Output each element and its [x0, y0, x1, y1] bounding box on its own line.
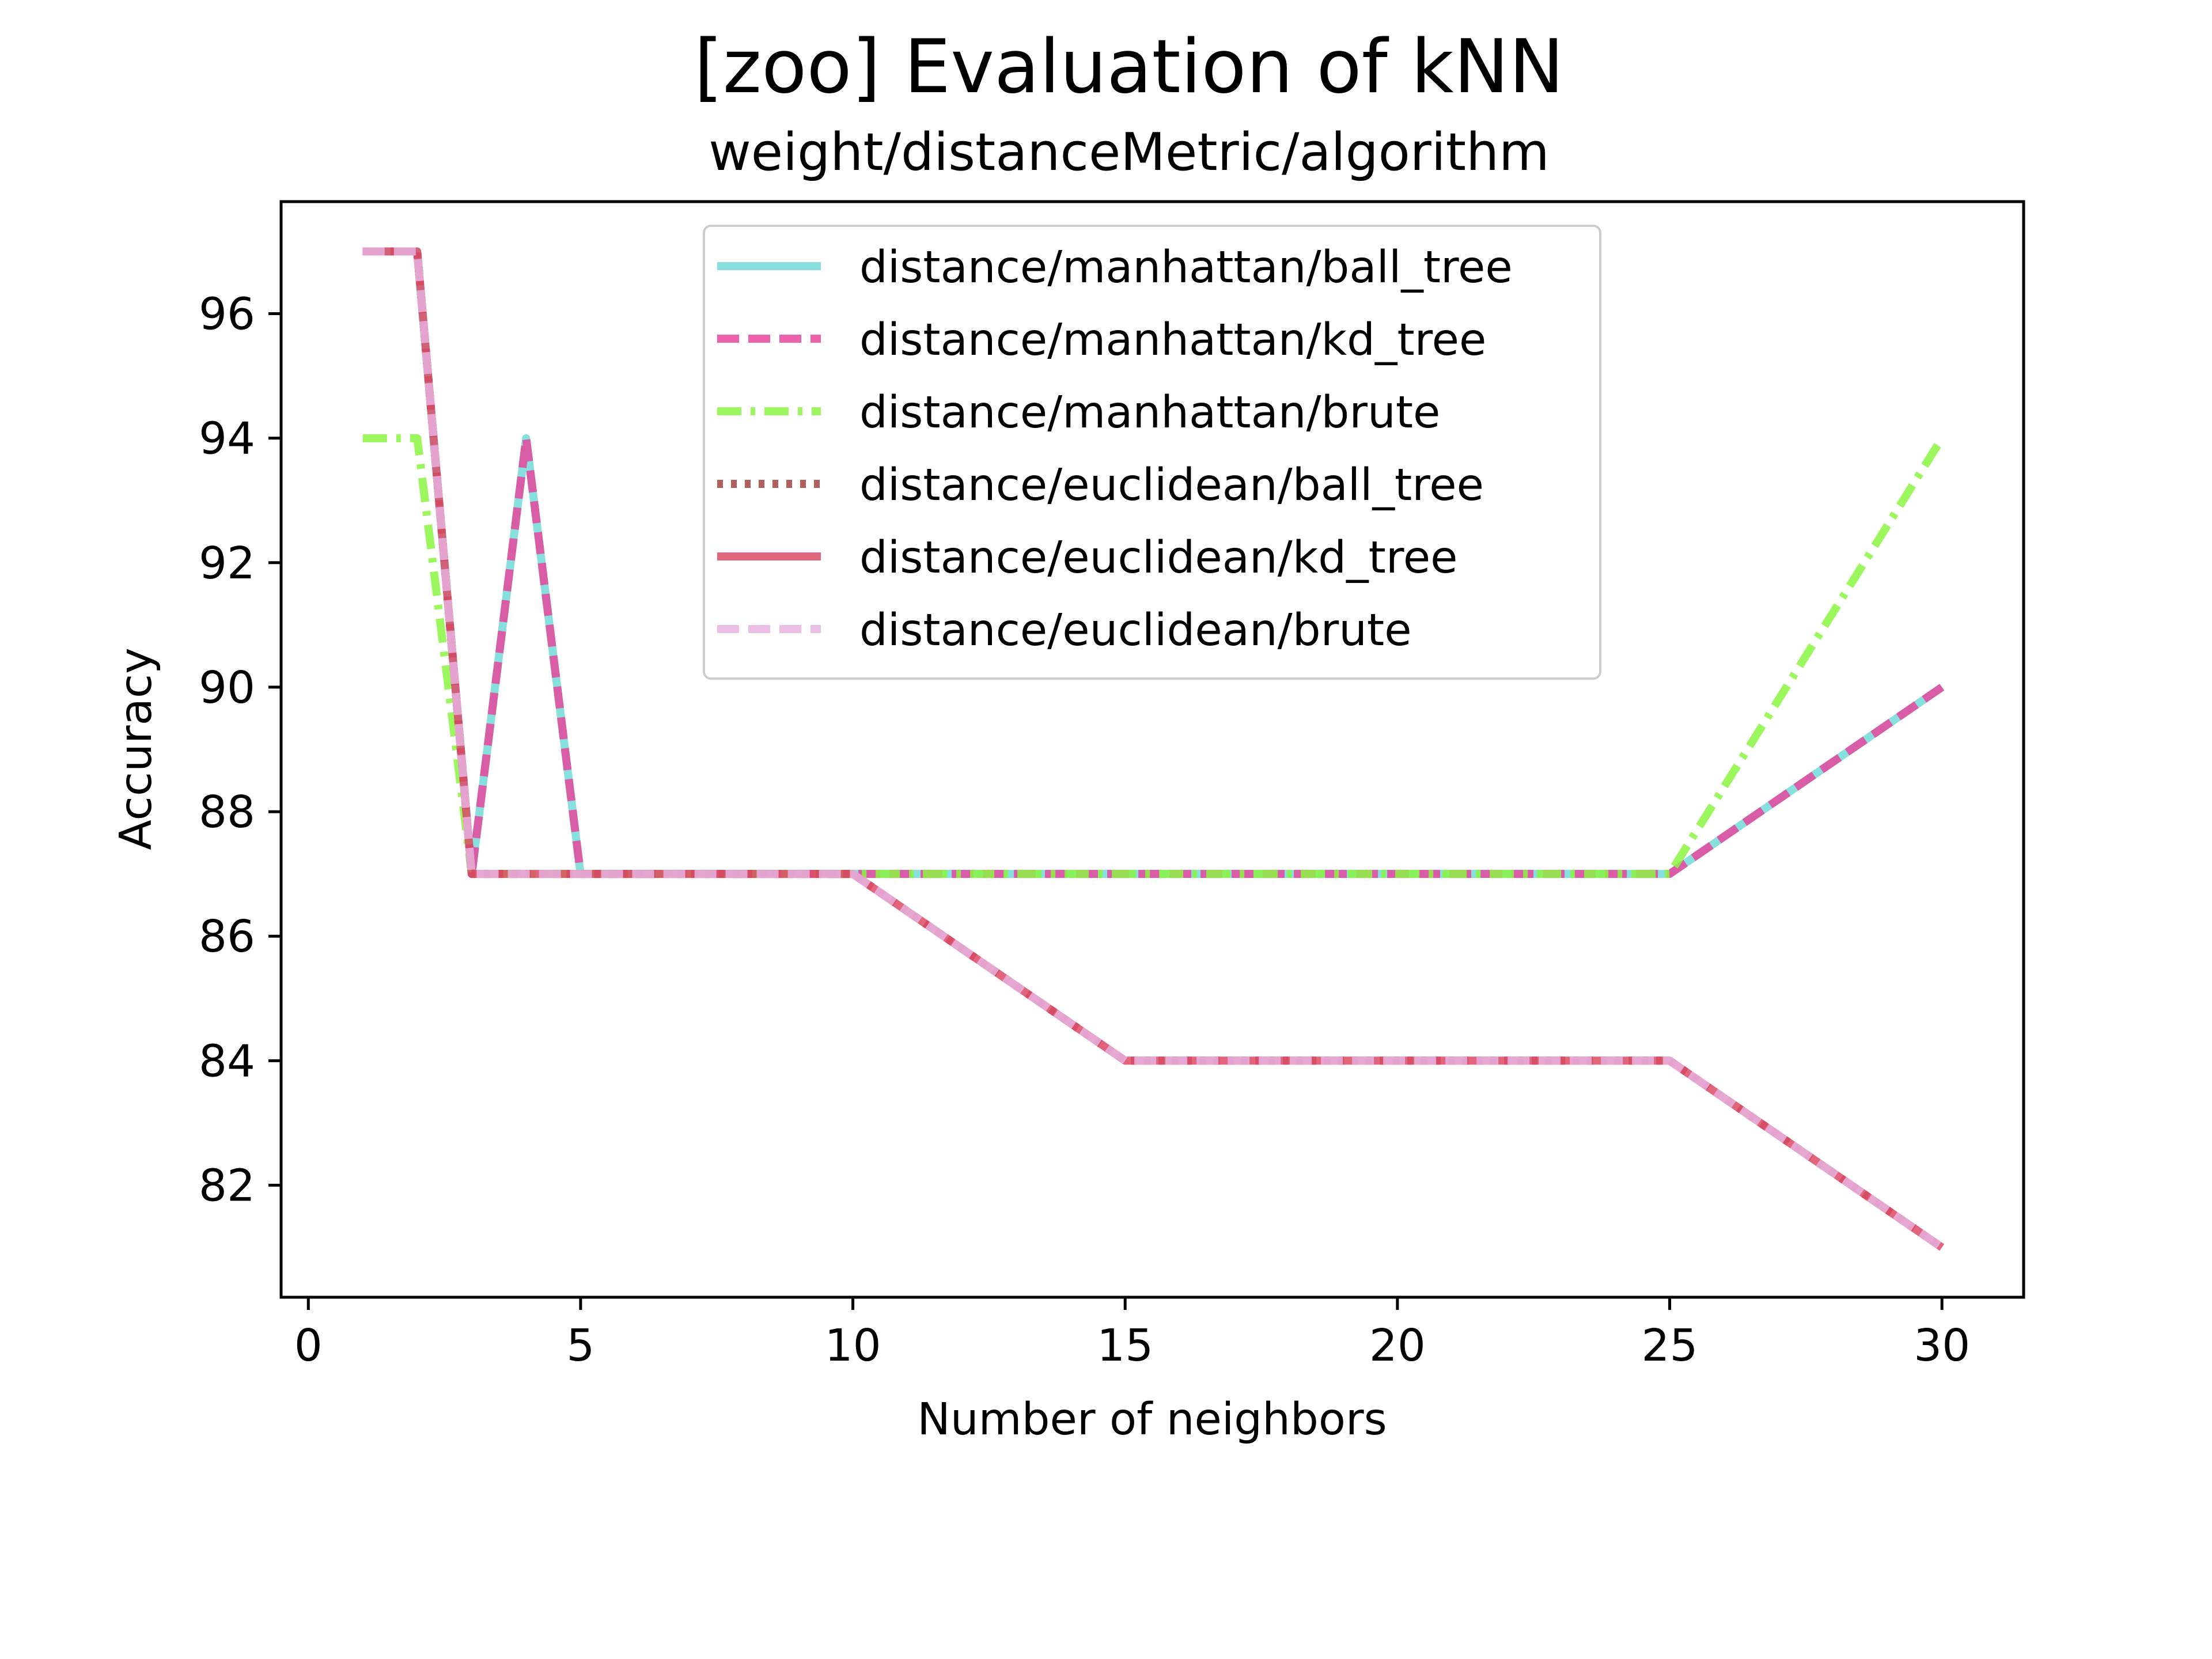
chart-subtitle: weight/distanceMetric/algorithm	[709, 122, 1550, 183]
x-tick-label: 20	[1369, 1320, 1426, 1372]
y-tick-label: 82	[199, 1160, 255, 1211]
legend-label-2: distance/manhattan/kd_tree	[859, 315, 1486, 366]
x-tick-label: 30	[1914, 1320, 1970, 1372]
x-axis-label: Number of neighbors	[917, 1394, 1387, 1445]
series-line-6	[362, 247, 1945, 1251]
legend-label-5: distance/euclidean/kd_tree	[859, 532, 1458, 584]
x-tick-label: 0	[294, 1320, 323, 1372]
y-tick-label: 94	[199, 414, 255, 465]
legend-frame	[703, 225, 1601, 680]
legend-label-1: distance/manhattan/ball_tree	[859, 242, 1513, 293]
legend-label-3: distance/manhattan/brute	[859, 387, 1440, 438]
y-tick-label: 90	[199, 662, 255, 714]
x-tick-label: 25	[1642, 1320, 1698, 1372]
y-tick-label: 92	[199, 538, 255, 589]
x-tick-label: 5	[566, 1320, 594, 1372]
y-tick-label: 84	[199, 1036, 255, 1087]
y-axis-label: Accuracy	[111, 647, 162, 850]
legend-label-4: distance/euclidean/ball_tree	[859, 460, 1484, 511]
legend: distance/manhattan/ball_tree distance/man…	[703, 225, 1601, 680]
x-tick-label: 10	[825, 1320, 881, 1372]
y-axis: 82 84 86 88 90 92 94 96	[199, 289, 281, 1211]
series-layer	[362, 247, 1946, 1251]
chart-title: [zoo] Evaluation of kNN	[694, 24, 1564, 110]
y-tick-label: 86	[199, 911, 255, 963]
x-axis: 0 5 10 15 20 25 30	[294, 1297, 1970, 1372]
x-tick-label: 15	[1097, 1320, 1153, 1372]
y-tick-label: 88	[199, 787, 255, 838]
y-tick-label: 96	[199, 289, 255, 340]
legend-label-6: distance/euclidean/brute	[859, 605, 1412, 656]
legend-items: distance/manhattan/ball_tree distance/man…	[717, 242, 1513, 656]
plot-area-frame	[279, 200, 2025, 1299]
